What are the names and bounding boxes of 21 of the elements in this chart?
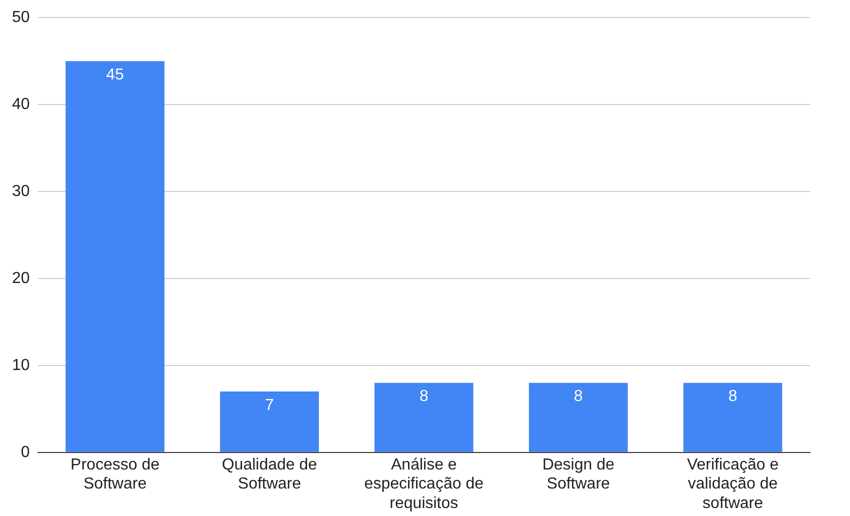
data-label: 45 (106, 66, 124, 84)
bar (528, 382, 628, 452)
x-tick-label: Design de Software (542, 456, 614, 493)
data-label: 8 (574, 388, 583, 406)
x-tick-label: Verificação e validação de software (686, 456, 779, 512)
y-tick-label: 20 (12, 270, 30, 287)
bar (66, 61, 164, 452)
data-label: 8 (728, 388, 738, 406)
x-tick-label: Análise e especificação de requisitos (364, 456, 484, 512)
data-label: 7 (265, 396, 274, 414)
y-tick-label: 0 (20, 444, 30, 461)
y-tick-label: 40 (12, 96, 30, 113)
y-tick-label: 10 (12, 356, 30, 374)
y-tick-label: 30 (12, 182, 30, 200)
data-label: 8 (419, 388, 428, 406)
bar (220, 392, 319, 452)
x-tick-label: Processo de Software (70, 456, 160, 493)
bar (683, 382, 782, 452)
x-tick-label: Qualidade de Software (222, 456, 318, 493)
y-tick-label: 50 (12, 9, 30, 26)
bar (374, 382, 474, 452)
